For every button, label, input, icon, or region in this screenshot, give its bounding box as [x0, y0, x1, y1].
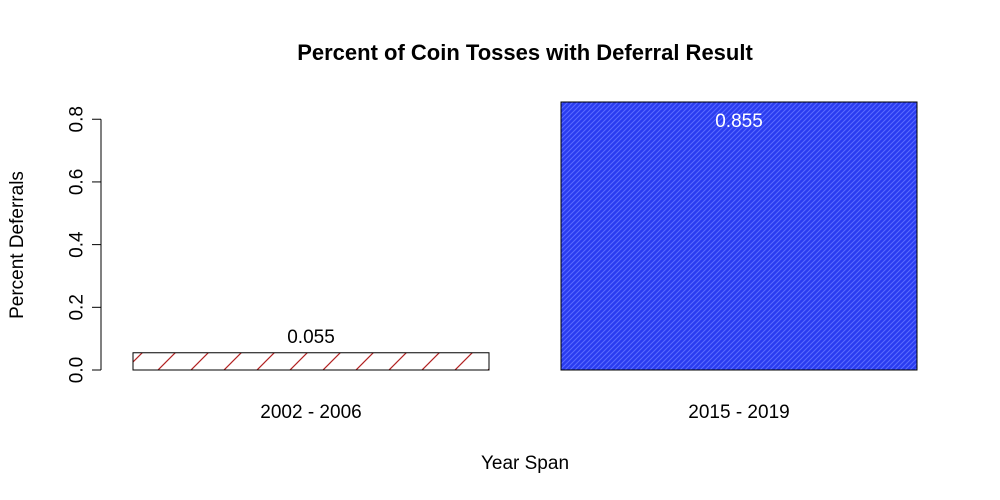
x-category-label: 2015 - 2019 — [688, 402, 789, 423]
y-tick-label: 0.2 — [67, 294, 88, 320]
y-tick-label: 0.4 — [67, 231, 88, 258]
bars-group: 0.055 2002 - 2006 0.855 2015 - 2019 — [132, 101, 918, 423]
y-tick-label: 0.8 — [67, 106, 88, 132]
y-tick-label: 0.6 — [67, 169, 88, 195]
bar-data-label: 0.055 — [287, 327, 335, 348]
x-axis-label: Year Span — [481, 453, 569, 474]
y-axis-label: Percent Deferrals — [7, 171, 28, 319]
y-axis: 0.0 0.2 0.4 0.6 0.8 — [67, 106, 102, 383]
bar-1 — [132, 352, 490, 371]
bar-data-label: 0.855 — [715, 111, 763, 132]
y-tick-label: 0.0 — [67, 357, 88, 383]
chart-title: Percent of Coin Tosses with Deferral Res… — [297, 40, 753, 65]
bar-2 — [560, 101, 918, 371]
x-category-label: 2002 - 2006 — [260, 402, 361, 423]
